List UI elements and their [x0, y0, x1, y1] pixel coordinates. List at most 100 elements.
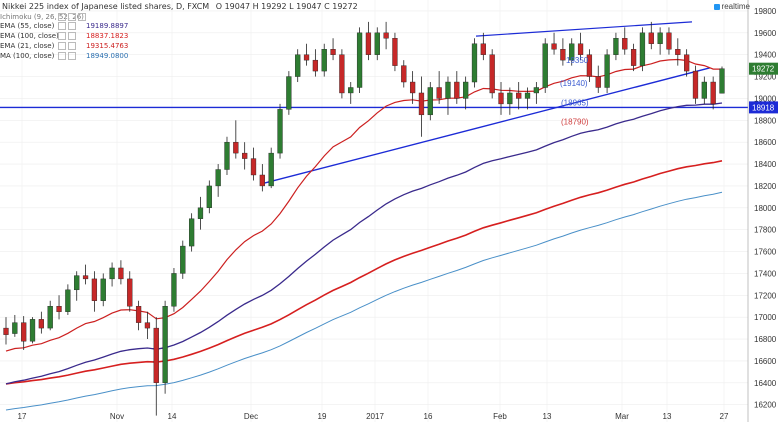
legend-value: 19315.4763 — [86, 42, 129, 50]
x-tick-label: Nov — [110, 412, 124, 421]
legend-row-ema21[interactable]: EMA (21, close) 19315.4763 — [0, 41, 128, 51]
x-tick-label: 13 — [663, 412, 672, 421]
candle-body — [586, 54, 593, 77]
y-tick-label: 16200 — [754, 401, 777, 410]
chart-title: Nikkei 225 index of Japanese listed shar… — [2, 2, 358, 11]
candle-body — [74, 275, 80, 291]
y-tick-label: 19000 — [754, 94, 777, 103]
candle-body — [418, 92, 425, 116]
candle-body — [295, 54, 301, 77]
y-tick-label: 18200 — [754, 182, 777, 191]
ohlc-values: O 19047 H 19292 L 19047 C 19272 — [215, 2, 358, 11]
y-tick-label: 17400 — [754, 269, 777, 278]
visibility-icon[interactable] — [58, 52, 66, 60]
candle-body — [383, 32, 389, 39]
candle-body — [29, 319, 36, 342]
annotation-18790: (18790) — [561, 117, 589, 126]
annotation-19140: (19140) — [560, 79, 588, 88]
visibility-icon[interactable] — [58, 42, 66, 50]
upper-trendline — [475, 21, 693, 37]
symbol-title: Nikkei 225 index of Japanese listed shar… — [2, 2, 210, 11]
candle-body — [666, 32, 672, 50]
candle-body — [127, 278, 133, 307]
trendlines — [0, 21, 748, 185]
realtime-badge: realtime — [713, 2, 750, 11]
candle-body — [21, 322, 27, 342]
legend-label: EMA (100, close) — [0, 32, 59, 40]
y-tick-label: 18400 — [754, 160, 777, 169]
candle-body — [639, 32, 646, 66]
y-tick-label: 16800 — [754, 335, 777, 344]
candle-body — [206, 185, 212, 208]
candle-body — [259, 174, 265, 187]
support-price-tag — [749, 101, 778, 114]
legend-row-ema100[interactable]: EMA (100, close) 18837.1823 — [0, 31, 128, 41]
candle-body — [613, 38, 619, 55]
realtime-label: realtime — [721, 2, 750, 11]
candle-body — [47, 306, 53, 329]
candle-body — [657, 32, 663, 44]
candle-body — [507, 92, 513, 105]
y-tick-label: 19400 — [754, 51, 777, 60]
settings-icon[interactable] — [68, 13, 76, 21]
candle-body — [91, 278, 98, 301]
y-tick-label: 17000 — [754, 313, 777, 322]
candle-body — [454, 81, 460, 99]
candle-body — [312, 59, 319, 72]
candle-body — [427, 87, 433, 116]
candle-body — [533, 87, 540, 94]
candle-body — [188, 218, 195, 247]
candle-body — [118, 267, 124, 280]
candle-body — [365, 32, 372, 55]
close-icon[interactable] — [78, 13, 86, 21]
grid-lines — [0, 0, 748, 422]
candle-body — [82, 275, 89, 280]
candle-body — [542, 43, 548, 88]
settings-icon[interactable] — [68, 32, 76, 40]
legend-label: EMA (21, close) — [0, 42, 55, 50]
last-price-tag — [749, 62, 778, 75]
candle-body — [401, 65, 407, 83]
candle-body — [684, 54, 690, 72]
candle-body — [348, 87, 354, 94]
candle-body — [392, 38, 398, 66]
y-tick-label: 17800 — [754, 226, 777, 235]
candle-body — [250, 158, 257, 176]
candle-body — [445, 81, 451, 99]
candle-body — [162, 306, 168, 383]
candle-body — [180, 245, 186, 274]
candle-body — [701, 81, 707, 99]
candle-body — [215, 169, 221, 187]
candle-body — [303, 54, 310, 61]
legend-row-ichimoku[interactable]: Ichimoku (9, 26, 52, 26) — [0, 12, 86, 22]
visibility-icon[interactable] — [58, 22, 66, 30]
settings-icon[interactable] — [68, 42, 76, 50]
settings-icon[interactable] — [68, 22, 76, 30]
ma100-line — [5, 191, 723, 411]
candle-body — [719, 68, 725, 94]
settings-icon[interactable] — [68, 52, 76, 60]
candle-body — [12, 322, 18, 334]
legend-row-ma100[interactable]: MA (100, close) 18949.0800 — [0, 51, 128, 61]
x-tick-label: Feb — [493, 412, 507, 421]
visibility-icon[interactable] — [58, 13, 66, 21]
y-tick-label: 17200 — [754, 291, 777, 300]
realtime-icon — [713, 3, 720, 10]
ema55-line — [5, 102, 723, 385]
x-tick-label: 2017 — [366, 412, 384, 421]
annotation-19350: 19350 — [566, 56, 589, 65]
candle-body — [463, 81, 469, 99]
visibility-icon[interactable] — [58, 32, 66, 40]
rising-trendline — [261, 67, 711, 185]
candle-body — [197, 207, 204, 219]
annotation-18965: (18965) — [561, 98, 589, 107]
annotations: (19140) 19350 (18965) (18790) — [560, 56, 589, 126]
legend-row-ema55[interactable]: EMA (55, close) 19189.8897 — [0, 21, 128, 31]
candle-body — [374, 32, 380, 55]
candle-body — [595, 76, 601, 88]
x-tick-label: 13 — [543, 412, 552, 421]
y-tick-label: 19200 — [754, 73, 777, 82]
candle-body — [321, 49, 327, 72]
candle-body — [524, 92, 531, 99]
